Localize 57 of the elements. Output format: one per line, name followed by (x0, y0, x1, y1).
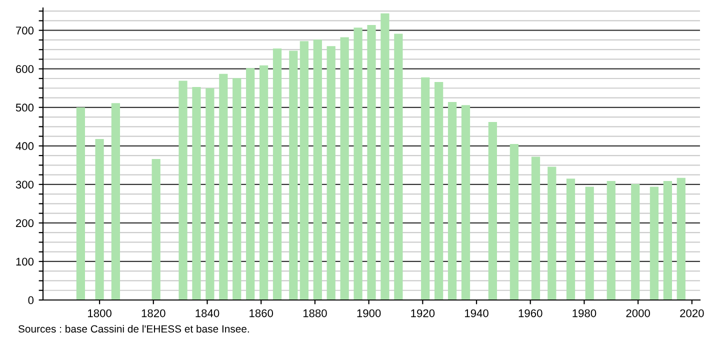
bar (272, 48, 282, 300)
bar (367, 24, 376, 300)
y-tick-label: 300 (16, 180, 34, 189)
bar (95, 138, 104, 300)
bar (246, 68, 255, 300)
bar (289, 50, 298, 300)
y-tick-label: 400 (16, 142, 34, 150)
bar (76, 107, 86, 300)
x-tick-label: 2000 (626, 309, 650, 318)
bar (219, 74, 228, 300)
bar (192, 86, 201, 300)
bar (566, 178, 576, 300)
bar (448, 102, 457, 300)
y-tick-label: 200 (16, 219, 34, 228)
bar (259, 65, 268, 300)
bar (676, 178, 686, 300)
x-tick-label: 1800 (88, 309, 112, 318)
bar (488, 122, 497, 300)
bar (531, 156, 540, 300)
bar (232, 78, 242, 300)
x-tick-label: 1940 (465, 309, 488, 318)
bar (548, 166, 556, 300)
bar (434, 82, 444, 300)
bar (354, 28, 362, 300)
bar (152, 159, 160, 300)
x-tick-label: 1860 (250, 309, 274, 318)
bar (585, 186, 594, 300)
x-tick-label: 1980 (572, 309, 596, 318)
y-tick-label: 700 (16, 26, 34, 34)
x-tick-label: 2020 (680, 309, 704, 318)
x-tick-label: 1960 (518, 309, 542, 318)
bar (206, 88, 214, 300)
x-tick-label: 1820 (142, 309, 166, 318)
x-tick-label: 1900 (357, 309, 381, 318)
bar (340, 37, 349, 300)
x-tick-label: 1840 (196, 309, 220, 318)
bar (510, 144, 519, 300)
y-tick-label: 600 (16, 65, 34, 73)
bar (394, 34, 403, 300)
bar (326, 46, 336, 300)
bar (313, 40, 322, 300)
bar (421, 77, 430, 300)
y-tick-label: 0 (28, 296, 34, 304)
x-tick-label: 1880 (303, 309, 327, 318)
bar (663, 180, 672, 300)
source-note: Sources : base Cassini de l'EHESS et base Insee. (18, 324, 249, 333)
y-tick-label: 100 (16, 258, 34, 266)
bar (300, 41, 308, 300)
bar (650, 186, 659, 300)
bar (178, 80, 188, 300)
bar (631, 184, 640, 300)
y-tick-label: 500 (16, 104, 34, 112)
bar (380, 13, 390, 300)
bar (606, 180, 616, 300)
bar (461, 105, 470, 300)
x-tick-label: 1920 (411, 309, 435, 318)
bar (111, 103, 120, 300)
